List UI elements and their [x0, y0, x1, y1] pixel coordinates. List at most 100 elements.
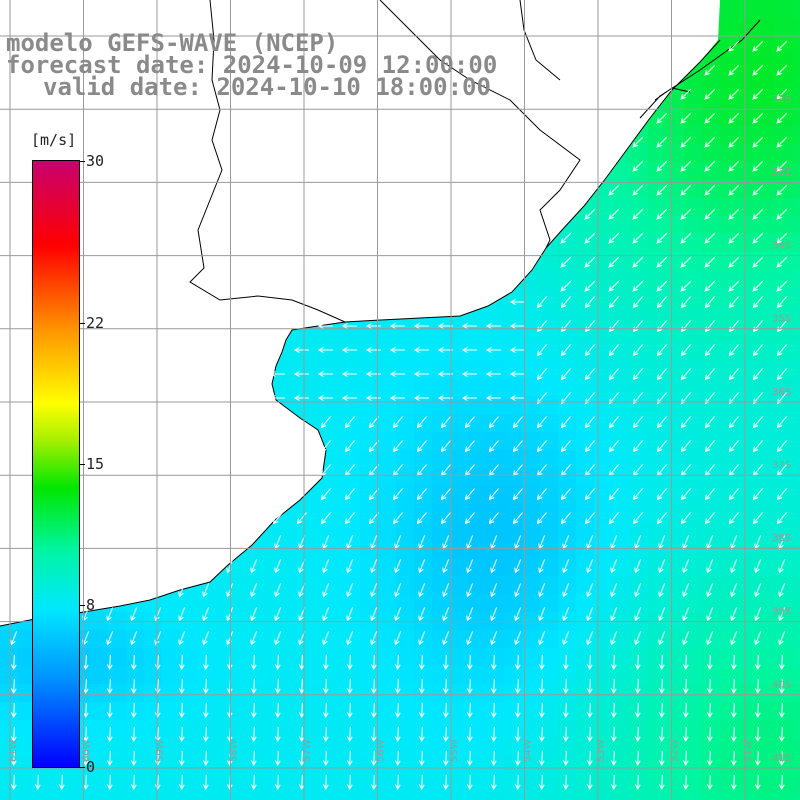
- field-cell: [288, 396, 307, 415]
- wind-arrow: [608, 208, 620, 220]
- wind-arrow: [440, 416, 451, 429]
- field-cell: [630, 630, 649, 649]
- wind-arrow: [154, 678, 161, 695]
- field-cell: [684, 504, 703, 523]
- field-cell: [576, 630, 595, 649]
- field-cell: [756, 180, 775, 199]
- field-cell: [504, 486, 523, 505]
- field-cell: [306, 738, 325, 757]
- field-cell: [756, 720, 775, 739]
- field-cell: [612, 594, 631, 613]
- wind-arrow: [778, 631, 786, 646]
- field-cell: [666, 306, 685, 325]
- wind-arrow: [490, 702, 497, 719]
- wind-arrow: [512, 512, 523, 525]
- wind-arrow: [658, 607, 666, 622]
- field-cell: [540, 288, 559, 307]
- field-cell: [756, 702, 775, 721]
- wind-arrow: [752, 256, 764, 268]
- field-cell: [702, 126, 721, 145]
- field-cell: [522, 648, 541, 667]
- field-cell: [18, 792, 37, 800]
- wind-arrow: [440, 488, 451, 501]
- field-cell: [450, 504, 469, 523]
- wind-arrow: [418, 607, 426, 622]
- field-cell: [684, 630, 703, 649]
- field-cell: [594, 720, 613, 739]
- field-cell: [774, 216, 793, 235]
- field-cell: [468, 378, 487, 397]
- wind-arrow: [178, 726, 185, 743]
- field-cell: [684, 648, 703, 667]
- wind-arrow: [538, 559, 546, 574]
- wind-arrow: [178, 678, 185, 695]
- field-cell: [630, 432, 649, 451]
- wind-arrow: [632, 488, 643, 501]
- field-cell: [414, 774, 433, 793]
- wind-arrow: [392, 440, 403, 453]
- wind-arrow: [754, 631, 762, 646]
- field-cell: [180, 738, 199, 757]
- field-cell: [414, 378, 433, 397]
- field-cell: [378, 594, 397, 613]
- field-cell: [576, 216, 595, 235]
- field-cell: [450, 468, 469, 487]
- field-cell: [360, 486, 379, 505]
- field-cell: [162, 792, 181, 800]
- field-cell: [630, 792, 649, 800]
- field-cell: [702, 630, 721, 649]
- field-cell: [540, 270, 559, 289]
- longitude-label: 60W: [82, 739, 93, 762]
- field-cell: [630, 594, 649, 613]
- field-cell: [324, 378, 343, 397]
- field-cell: [648, 774, 667, 793]
- field-cell: [360, 378, 379, 397]
- field-cell: [648, 126, 667, 145]
- wind-arrow: [608, 280, 620, 292]
- wind-arrow: [416, 440, 427, 453]
- field-cell: [612, 540, 631, 559]
- wind-arrow: [416, 512, 427, 525]
- wind-arrow: [394, 559, 402, 574]
- field-cell: [612, 180, 631, 199]
- field-cell: [414, 630, 433, 649]
- wind-arrow: [509, 347, 525, 353]
- field-cell: [252, 792, 271, 800]
- wind-arrow: [778, 750, 785, 767]
- field-cell: [486, 792, 505, 800]
- field-cell: [342, 378, 361, 397]
- wind-arrow: [584, 512, 595, 525]
- field-cell: [558, 648, 577, 667]
- field-cell: [522, 468, 541, 487]
- field-cell: [684, 306, 703, 325]
- wind-arrow: [413, 395, 429, 401]
- wind-arrow: [490, 726, 497, 743]
- field-cell: [378, 378, 397, 397]
- field-cell: [630, 288, 649, 307]
- wind-arrow: [584, 344, 595, 357]
- field-cell: [396, 738, 415, 757]
- field-cell: [414, 522, 433, 541]
- field-cell: [594, 378, 613, 397]
- field-cell: [126, 684, 145, 703]
- field-cell: [774, 414, 793, 433]
- wind-arrow: [346, 583, 354, 598]
- wind-arrow: [752, 344, 763, 357]
- wind-arrow: [632, 256, 644, 268]
- field-cell: [198, 666, 217, 685]
- wind-arrow: [250, 607, 258, 622]
- field-cell: [774, 792, 793, 800]
- field-cell: [342, 720, 361, 739]
- wind-arrow: [704, 184, 716, 196]
- field-cell: [630, 378, 649, 397]
- field-cell: [702, 468, 721, 487]
- wind-arrow: [704, 160, 716, 172]
- field-cell: [666, 198, 685, 217]
- field-cell: [774, 198, 793, 217]
- wind-arrow: [680, 512, 691, 525]
- wind-arrow: [416, 416, 427, 429]
- field-cell: [720, 756, 739, 775]
- field-cell: [648, 540, 667, 559]
- field-cell: [684, 594, 703, 613]
- field-cell: [396, 666, 415, 685]
